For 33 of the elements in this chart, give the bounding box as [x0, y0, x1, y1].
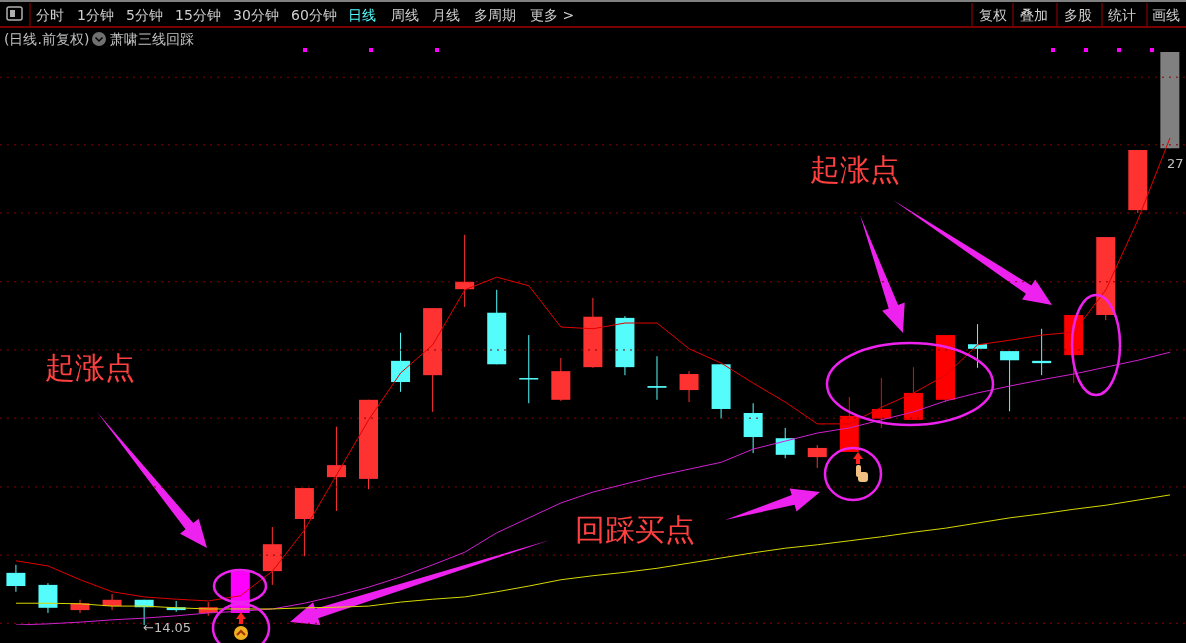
text: 叠加 [1020, 7, 1048, 23]
text: 多周期 [474, 7, 516, 23]
text: 统计 [1108, 7, 1136, 23]
annotation: 起涨点 [810, 152, 900, 187]
candlestick [6, 564, 26, 593]
candlestick [38, 582, 58, 614]
candlestick [1000, 350, 1020, 412]
text: 日线 [348, 7, 376, 23]
annotation: 回踩买点 [575, 512, 695, 547]
candlestick [519, 334, 539, 404]
text: 月线 [432, 7, 460, 23]
candlestick [391, 332, 411, 393]
text: 画线 [1152, 7, 1180, 23]
text: 30分钟 [233, 7, 279, 23]
text: 周线 [391, 7, 419, 23]
text: 更多 > [530, 7, 575, 23]
text: (日线.前复权) [4, 31, 90, 47]
candlestick [647, 355, 667, 401]
text: 复权 [979, 7, 1007, 23]
candlestick [775, 427, 795, 459]
text: 15分钟 [175, 7, 221, 23]
candlestick [807, 444, 827, 469]
text: 多股 [1064, 7, 1092, 23]
text: 萧啸三线回踩 [110, 31, 194, 47]
annotation: 27 [1167, 156, 1184, 171]
annotation: ←14.05 [143, 620, 192, 635]
text: 60分钟 [291, 7, 337, 23]
text: 5分钟 [126, 7, 163, 23]
candlestick [326, 426, 346, 512]
candlestick [679, 370, 699, 403]
text: 1分钟 [77, 7, 114, 23]
annotation: 起涨点 [45, 350, 135, 385]
text: 分时 [36, 7, 64, 23]
